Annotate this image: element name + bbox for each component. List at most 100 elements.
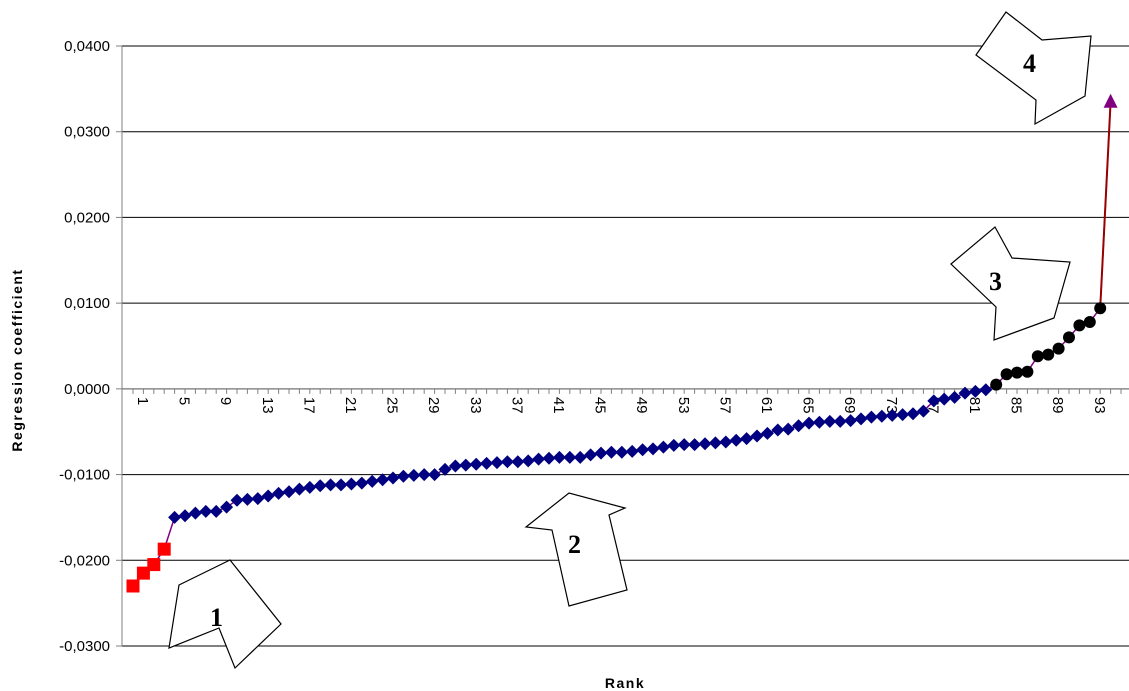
data-point-diamond xyxy=(261,489,275,503)
x-tick-label: 33 xyxy=(467,397,484,414)
data-point-square xyxy=(136,566,150,580)
data-point-diamond xyxy=(708,436,722,450)
data-point-diamond xyxy=(334,478,348,492)
data-point-diamond xyxy=(812,415,826,429)
annotation-label-4: 4 xyxy=(1023,49,1036,78)
data-point-diamond xyxy=(563,450,577,464)
y-tick-label: 0,0300 xyxy=(64,124,110,141)
data-point-diamond xyxy=(532,452,546,466)
data-point-diamond xyxy=(698,437,712,451)
data-point-triangle xyxy=(1103,93,1118,108)
x-tick-label: 45 xyxy=(592,397,609,414)
data-point-diamond xyxy=(188,506,202,520)
x-tick-label: 13 xyxy=(259,397,276,414)
data-point-diamond xyxy=(781,422,795,436)
data-point-diamond xyxy=(272,486,286,500)
x-tick-label: 9 xyxy=(217,397,234,405)
data-point-diamond xyxy=(584,448,598,462)
data-point-diamond xyxy=(594,446,608,460)
data-point-diamond xyxy=(199,504,213,518)
y-tick-label: 0,0100 xyxy=(64,295,110,312)
data-point-diamond xyxy=(313,479,327,493)
data-point-circle xyxy=(1031,350,1044,363)
x-tick-label: 57 xyxy=(716,397,733,414)
series-connector-line xyxy=(132,101,1112,587)
data-point-diamond xyxy=(521,454,535,468)
data-point-diamond xyxy=(178,509,192,523)
x-tick-label: 41 xyxy=(550,397,567,414)
data-point-diamond xyxy=(927,394,941,408)
x-tick-label: 37 xyxy=(508,397,525,414)
y-axis-title: Regression coefficient xyxy=(9,268,25,451)
y-tick-label: 0,0000 xyxy=(64,381,110,398)
x-tick-label: 61 xyxy=(758,397,775,414)
data-point-diamond xyxy=(480,456,494,470)
x-tick-label: 89 xyxy=(1049,397,1066,414)
data-point-square xyxy=(157,542,171,556)
data-point-diamond xyxy=(968,384,982,398)
data-point-diamond xyxy=(490,456,504,470)
data-point-diamond xyxy=(417,468,431,482)
data-point-diamond xyxy=(750,429,764,443)
data-point-diamond xyxy=(303,480,317,494)
data-point-diamond xyxy=(407,468,421,482)
data-point-diamond xyxy=(833,414,847,428)
data-point-circle xyxy=(1094,302,1107,315)
annotation-label-2: 2 xyxy=(568,530,581,559)
data-point-diamond xyxy=(344,477,358,491)
data-point-diamond xyxy=(958,386,972,400)
series-connector-line xyxy=(1099,101,1112,309)
data-point-diamond xyxy=(604,445,618,459)
data-point-diamond xyxy=(376,473,390,487)
gridlines xyxy=(122,45,1129,647)
data-point-diamond xyxy=(677,438,691,452)
data-point-diamond xyxy=(688,438,702,452)
y-axis-ticks: 0,0400 0,0300 0,0200 0,0100 0,0000 -0,0100 -0,… xyxy=(59,38,122,655)
data-series xyxy=(126,93,1118,593)
data-point-diamond xyxy=(844,414,858,428)
data-point-diamond xyxy=(906,407,920,421)
y-tick-label: 0,0200 xyxy=(64,209,110,226)
data-point-diamond xyxy=(864,410,878,424)
data-point-diamond xyxy=(251,492,265,506)
data-point-diamond xyxy=(948,390,962,404)
annotation-arrow-2: 2 xyxy=(524,492,628,607)
data-point-diamond xyxy=(740,432,754,446)
annotation-arrow-3: 3 xyxy=(950,226,1071,341)
data-point-diamond xyxy=(823,414,837,428)
x-tick-label: 29 xyxy=(425,397,442,414)
data-point-diamond xyxy=(511,455,525,469)
data-point-diamond xyxy=(885,408,899,422)
data-point-diamond xyxy=(396,469,410,483)
data-point-diamond xyxy=(719,435,733,449)
x-tick-label: 49 xyxy=(633,397,650,414)
data-point-circle xyxy=(1011,366,1023,379)
data-point-diamond xyxy=(916,404,930,418)
data-point-diamond xyxy=(646,442,660,456)
data-point-circle xyxy=(1073,319,1086,332)
x-axis-title: Rank xyxy=(605,675,645,691)
data-point-diamond xyxy=(240,492,254,506)
x-tick-label: 53 xyxy=(675,397,692,414)
data-point-diamond xyxy=(771,423,785,437)
data-point-diamond xyxy=(428,468,442,482)
annotation-label-1: 1 xyxy=(210,603,223,632)
data-point-diamond xyxy=(365,474,379,488)
data-point-diamond xyxy=(459,458,473,472)
data-point-diamond xyxy=(802,416,816,430)
x-tick-label: 93 xyxy=(1091,397,1108,414)
data-point-diamond xyxy=(760,426,774,440)
x-tick-label: 65 xyxy=(800,397,817,414)
annotation-arrow-4: 4 xyxy=(975,11,1092,126)
x-tick-label: 1 xyxy=(134,397,151,405)
data-point-diamond xyxy=(792,419,806,433)
x-tick-label: 25 xyxy=(384,397,401,414)
data-point-diamond xyxy=(448,459,462,473)
x-tick-label: 17 xyxy=(300,397,317,414)
data-point-diamond xyxy=(667,438,681,452)
data-point-diamond xyxy=(282,485,296,499)
data-point-diamond xyxy=(937,392,951,406)
data-point-diamond xyxy=(573,450,587,464)
data-point-diamond xyxy=(636,443,650,457)
